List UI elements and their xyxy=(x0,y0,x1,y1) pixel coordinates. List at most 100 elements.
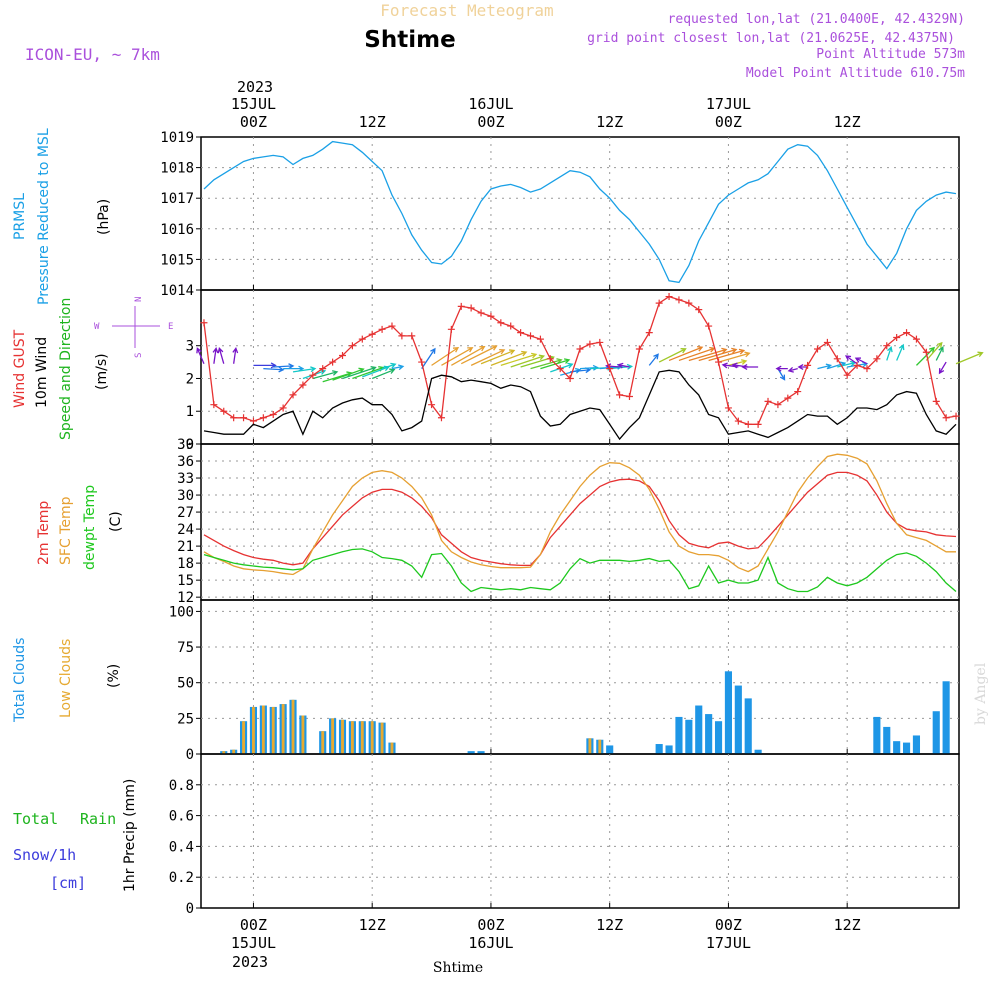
wind-arrow xyxy=(217,347,225,364)
gust-marker xyxy=(289,391,297,399)
gust-marker xyxy=(249,417,257,425)
label-percent: (%) xyxy=(106,664,122,688)
wind-arrow xyxy=(480,349,516,365)
gust-marker xyxy=(556,365,564,373)
y-tick-label: 24 xyxy=(177,522,194,538)
top-date-label: 16JUL xyxy=(468,95,513,113)
top-hour-label: 12Z xyxy=(596,113,623,131)
gust-marker xyxy=(467,304,475,312)
bottom-hour-label: 12Z xyxy=(834,916,861,934)
gust-marker xyxy=(645,329,653,337)
y-tick-label: 15 xyxy=(177,573,194,589)
gust-marker xyxy=(586,340,594,348)
label-precip: 1hr Precip (mm) xyxy=(122,779,138,892)
gust-marker xyxy=(853,361,861,369)
y-tick-label: 0.6 xyxy=(169,809,194,825)
total-cloud-bar xyxy=(695,705,703,754)
gust-marker xyxy=(843,371,851,379)
grid-coords: grid point closest lon,lat (21.0625E, 42… xyxy=(587,31,955,46)
gust-marker xyxy=(625,392,633,400)
total-cloud-bar xyxy=(912,735,921,754)
top-hour-label: 12Z xyxy=(834,113,861,131)
wind-arrow xyxy=(342,365,377,380)
gust-marker xyxy=(655,299,663,307)
wind-arrow xyxy=(955,351,984,365)
low-cloud-bar xyxy=(291,699,295,754)
gust-marker xyxy=(606,365,614,373)
gust-marker xyxy=(873,355,881,363)
label-total: Total xyxy=(13,810,58,828)
y-tick-label: 1016 xyxy=(160,222,194,238)
model-label: ICON-EU, ~ 7km xyxy=(25,45,160,64)
chart-title: Forecast Meteogram xyxy=(380,1,553,20)
y-tick-label: 1019 xyxy=(160,130,194,146)
series-prmsl xyxy=(203,140,957,284)
total-cloud-bar xyxy=(873,716,881,754)
low-cloud-bar xyxy=(331,718,335,754)
y-tick-label: 0 xyxy=(186,747,194,763)
bottom-date-label: 17JUL xyxy=(706,934,751,952)
gust-marker xyxy=(477,309,485,317)
wind-arrow xyxy=(490,350,528,366)
gust-marker xyxy=(724,404,732,412)
y-tick-label: 0 xyxy=(186,901,194,917)
bottom-hour-label: 00Z xyxy=(240,916,267,934)
gust-marker xyxy=(418,358,426,366)
gust-marker xyxy=(240,414,248,422)
wind-arrow xyxy=(540,358,571,370)
bottom-hour-label: 00Z xyxy=(477,916,504,934)
top-date-label: 15JUL xyxy=(231,95,276,113)
panels: 1014101510161017101810190123121518212427… xyxy=(160,130,984,917)
wind-arrow xyxy=(938,361,947,375)
gust-marker xyxy=(378,325,386,333)
total-cloud-bar xyxy=(665,745,673,754)
wind-arrow xyxy=(688,347,728,362)
low-cloud-bar xyxy=(321,731,325,754)
y-tick-label: 21 xyxy=(177,539,194,555)
gust-marker xyxy=(487,312,495,320)
total-cloud-bar xyxy=(883,726,891,754)
wind-arrow xyxy=(741,364,759,370)
gust-marker xyxy=(329,358,337,366)
gust-marker xyxy=(922,348,930,356)
total-cloud-bar xyxy=(942,681,950,754)
wind-arrow xyxy=(470,348,506,366)
total-cloud-bar xyxy=(714,721,723,754)
gust-marker xyxy=(437,414,445,422)
gust-marker xyxy=(428,401,436,409)
label-low-clouds: Low Clouds xyxy=(58,639,74,718)
total-cloud-bar xyxy=(675,716,683,754)
gust-marker xyxy=(794,388,802,396)
wind-arrow xyxy=(312,370,339,380)
location-title: Shtime xyxy=(364,27,455,53)
y-tick-label: 3 xyxy=(186,339,194,355)
gust-marker xyxy=(784,394,792,402)
label-sfc-temp: SFC Temp xyxy=(58,496,74,565)
panel-frame xyxy=(200,443,960,601)
gust-marker xyxy=(695,306,703,314)
wind-arrow xyxy=(775,365,788,372)
label-hpa: (hPa) xyxy=(96,199,112,235)
series-wind-gust xyxy=(203,295,957,425)
low-cloud-bar xyxy=(281,704,285,754)
panel-frame xyxy=(200,289,960,445)
label-ms: (m/s) xyxy=(94,353,110,390)
wind-arrow xyxy=(500,352,538,366)
gust-marker xyxy=(368,330,376,338)
wind-arrow xyxy=(371,368,396,380)
wind-arrow xyxy=(718,351,751,363)
total-cloud-bar xyxy=(685,719,693,754)
gust-marker xyxy=(566,374,574,382)
y-tick-label: 1014 xyxy=(160,283,194,299)
gust-marker xyxy=(576,345,584,353)
wind-arrow xyxy=(352,366,385,380)
y-tick-label: 39 xyxy=(177,437,194,453)
wind-arrow xyxy=(292,366,317,373)
wind-arrow xyxy=(658,348,687,363)
gust-marker xyxy=(635,345,643,353)
low-cloud-bar xyxy=(232,749,236,754)
gust-marker xyxy=(675,296,683,304)
